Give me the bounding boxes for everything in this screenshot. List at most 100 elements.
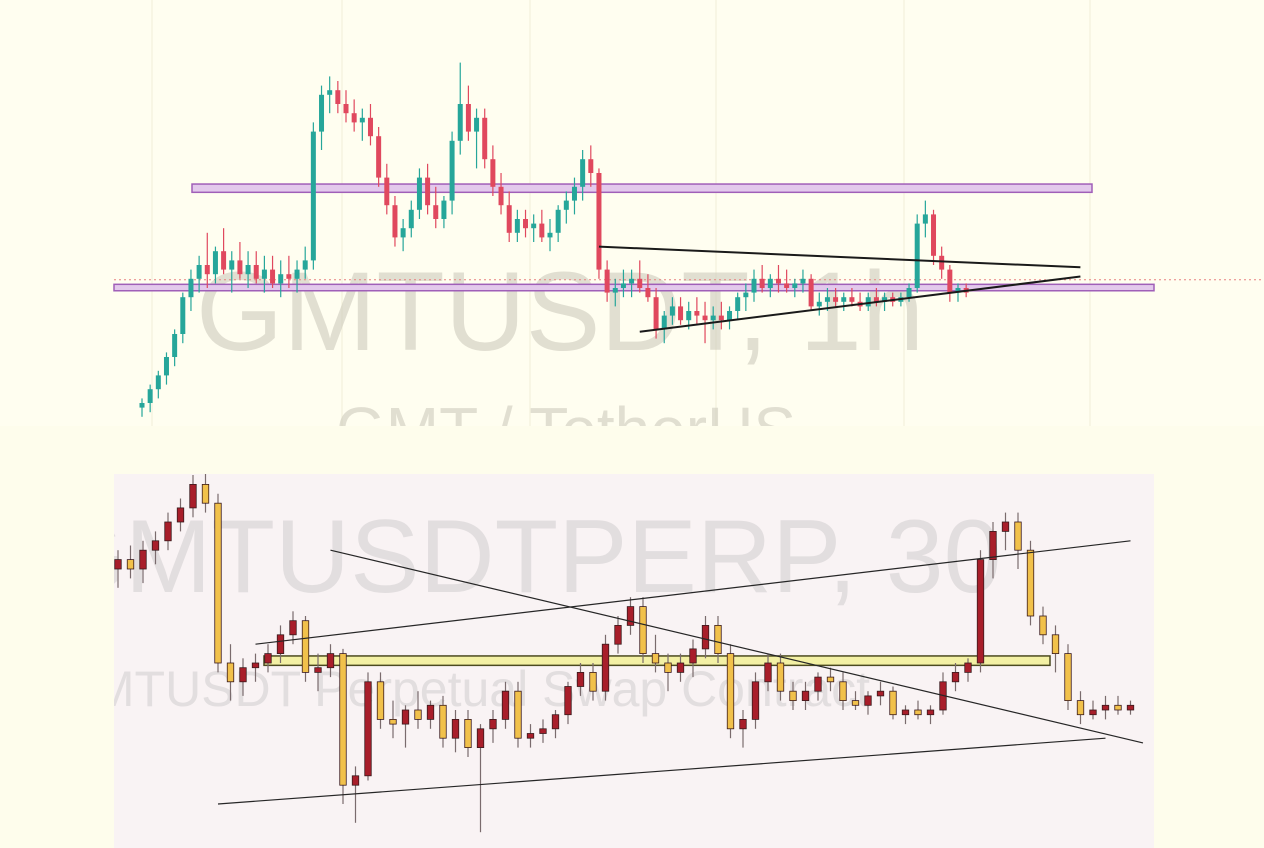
- candle-body: [326, 653, 335, 669]
- candle-body: [139, 549, 147, 570]
- candle-body: [555, 209, 561, 233]
- candle-body: [278, 274, 284, 284]
- candle-body: [620, 283, 626, 288]
- candle-body: [739, 718, 747, 730]
- candle-body: [1101, 704, 1110, 711]
- candle-body: [588, 159, 594, 173]
- candle-body: [221, 251, 227, 270]
- candle-body: [876, 690, 885, 697]
- candle-body: [359, 117, 365, 123]
- top-chart-svg: GMTUSDT, 1h GMT / TetherUS: [113, 0, 1264, 426]
- trendline: [217, 737, 1106, 805]
- candle-body: [645, 288, 651, 298]
- candle-body: [151, 540, 160, 551]
- candle-body: [653, 297, 659, 330]
- candle-body: [931, 214, 937, 256]
- candle-body: [767, 278, 773, 288]
- candle-body: [865, 297, 871, 307]
- candle-body: [176, 507, 185, 523]
- candle-body: [416, 177, 422, 210]
- candle-body: [433, 205, 439, 219]
- bottom-chart-svg: GMTUSDTPERP, 30 GMTUSDT Perpetual Swap C…: [114, 474, 1144, 833]
- candle-body: [571, 186, 577, 201]
- candle-body: [816, 301, 822, 307]
- candle-body: [314, 667, 322, 673]
- candle-body: [889, 690, 897, 716]
- candle-body: [901, 709, 910, 716]
- top-chart-candles: [139, 62, 969, 417]
- candle-body: [196, 265, 202, 279]
- candle-body: [514, 690, 522, 739]
- candle-body: [701, 624, 710, 650]
- candle-body: [126, 559, 135, 570]
- candle-body: [302, 260, 308, 270]
- candle-body: [237, 260, 243, 275]
- candle-body: [686, 311, 692, 321]
- candle-body: [839, 681, 847, 702]
- candle-body: [441, 200, 447, 219]
- candle-body: [389, 718, 397, 725]
- candle-body: [464, 718, 472, 748]
- candle-body: [914, 223, 920, 288]
- candle-body: [626, 606, 635, 626]
- candle-body: [465, 104, 471, 132]
- trendline: [330, 549, 1144, 744]
- candle-body: [694, 311, 700, 316]
- candle-body: [639, 606, 647, 655]
- candle-body: [951, 671, 960, 683]
- candle-body: [664, 662, 672, 673]
- candle-body: [947, 269, 953, 293]
- candle-body: [882, 297, 888, 302]
- candle-body: [474, 117, 480, 132]
- candle-body: [1114, 704, 1122, 711]
- candle-body: [922, 214, 928, 224]
- candle-body: [364, 681, 372, 777]
- candle-body: [384, 177, 390, 206]
- candle-body: [678, 306, 684, 321]
- candle-body: [327, 90, 333, 95]
- candle-body: [289, 620, 297, 636]
- candle-body: [204, 265, 210, 275]
- candle-body: [814, 676, 822, 692]
- candle-body: [114, 559, 122, 570]
- candle-body: [490, 159, 496, 187]
- candle-body: [270, 269, 276, 284]
- candle-body: [596, 173, 602, 270]
- candle-body: [801, 690, 810, 701]
- candle-body: [335, 90, 341, 104]
- candle-body: [926, 709, 935, 716]
- candle-body: [482, 117, 488, 160]
- bottom-watermark-symbol: GMTUSDTPERP, 30: [114, 499, 1001, 615]
- candle-body: [294, 269, 300, 279]
- candle-body: [651, 653, 660, 664]
- candle-body: [376, 136, 382, 178]
- candle-body: [343, 104, 349, 114]
- candle-body: [841, 297, 847, 302]
- candle-body: [849, 297, 855, 302]
- candle-body: [873, 297, 879, 302]
- candle-body: [589, 671, 597, 692]
- candle-body: [989, 531, 997, 561]
- candle-body: [955, 288, 961, 293]
- candle-body: [614, 624, 622, 645]
- candle-body: [789, 690, 797, 701]
- candle-body: [735, 297, 741, 311]
- candle-body: [864, 695, 872, 706]
- candle-body: [547, 232, 553, 238]
- candle-body: [751, 681, 760, 720]
- top-chart-grid: [151, 0, 1091, 426]
- candle-body: [439, 704, 447, 739]
- candle-body: [367, 117, 373, 137]
- candle-body: [301, 620, 310, 673]
- candle-body: [1076, 700, 1085, 716]
- candle-body: [564, 686, 572, 716]
- candle-body: [784, 283, 790, 288]
- candle-body: [189, 483, 197, 509]
- candle-body: [286, 274, 292, 279]
- candle-body: [264, 653, 272, 664]
- candle-body: [604, 269, 610, 293]
- candle-body: [319, 94, 325, 132]
- candle-body: [245, 265, 251, 275]
- candle-body: [800, 278, 806, 284]
- bottom-chart-candles: [114, 474, 1135, 833]
